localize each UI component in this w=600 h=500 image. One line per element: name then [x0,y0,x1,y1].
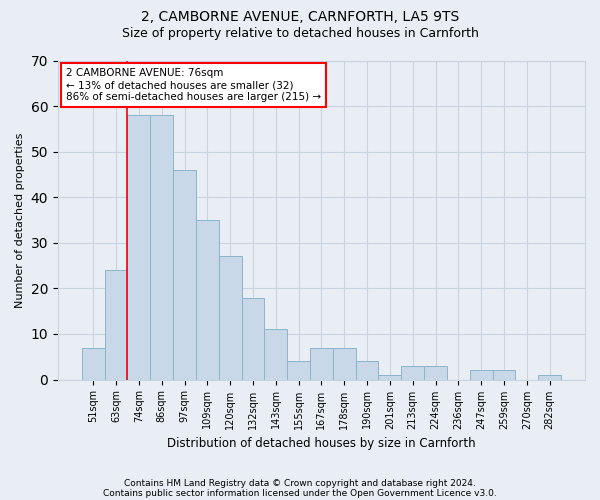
Bar [424,366,447,380]
Bar [151,115,173,380]
Text: Contains public sector information licensed under the Open Government Licence v3: Contains public sector information licen… [103,488,497,498]
Text: 2 CAMBORNE AVENUE: 76sqm
← 13% of detached houses are smaller (32)
86% of semi-d: 2 CAMBORNE AVENUE: 76sqm ← 13% of detach… [66,68,321,102]
Bar [219,256,242,380]
Bar [310,348,333,380]
Text: Contains HM Land Registry data © Crown copyright and database right 2024.: Contains HM Land Registry data © Crown c… [124,478,476,488]
Bar [173,170,196,380]
Bar [287,362,310,380]
Bar [333,348,356,380]
Bar [242,298,265,380]
Bar [470,370,493,380]
Bar [493,370,515,380]
Bar [356,362,379,380]
Bar [127,115,151,380]
X-axis label: Distribution of detached houses by size in Carnforth: Distribution of detached houses by size … [167,437,476,450]
Bar [265,330,287,380]
Bar [82,348,104,380]
Text: Size of property relative to detached houses in Carnforth: Size of property relative to detached ho… [122,28,478,40]
Bar [196,220,219,380]
Bar [401,366,424,380]
Bar [104,270,127,380]
Text: 2, CAMBORNE AVENUE, CARNFORTH, LA5 9TS: 2, CAMBORNE AVENUE, CARNFORTH, LA5 9TS [141,10,459,24]
Bar [379,375,401,380]
Y-axis label: Number of detached properties: Number of detached properties [15,132,25,308]
Bar [538,375,561,380]
